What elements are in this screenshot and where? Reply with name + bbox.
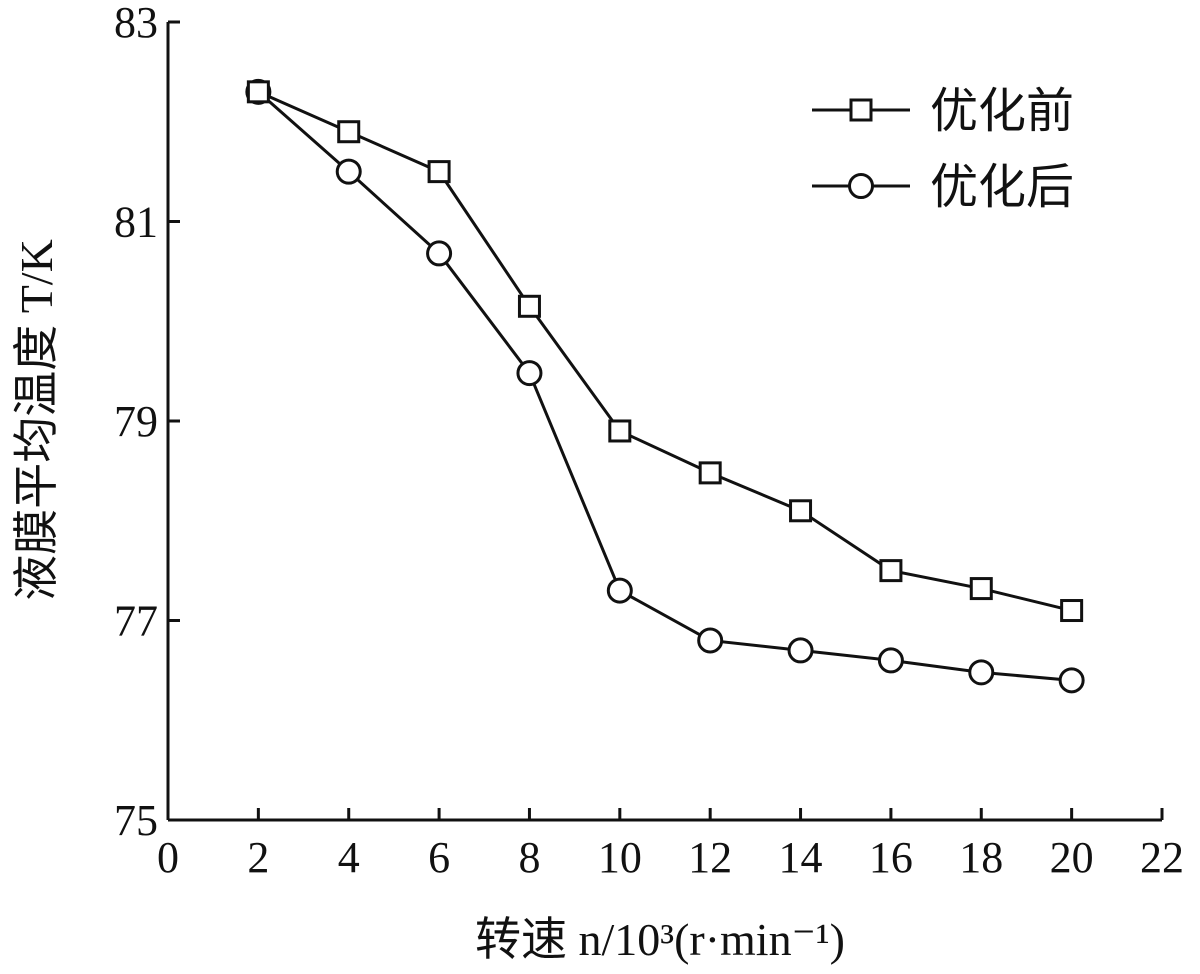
legend-item-circle: 优化后 (812, 161, 1074, 214)
data-point-square (879, 559, 903, 583)
x-tick-label: 6 (428, 833, 450, 882)
data-point-square (969, 577, 993, 601)
series-line-square (257, 90, 1072, 612)
x-tick-label: 4 (338, 833, 360, 882)
data-point-square (337, 120, 361, 144)
y-axis-label: 液膜平均温度 T/K (11, 239, 62, 601)
legend-label: 优化前 (930, 85, 1074, 138)
data-point-square (427, 160, 451, 184)
data-point-square (246, 80, 270, 104)
data-point-circle (606, 577, 633, 604)
data-point-square (789, 499, 813, 523)
legend-item-square: 优化前 (812, 85, 1074, 138)
series-square (246, 80, 1084, 623)
x-tick-label: 12 (688, 833, 732, 882)
x-axis-ticks: 0 2 4 6 8 10 12 14 16 18 20 22 (157, 808, 1184, 882)
data-point-circle (877, 647, 904, 674)
x-tick-label: 0 (157, 833, 179, 882)
y-tick-label: 75 (114, 796, 158, 845)
x-tick-label: 18 (959, 833, 1003, 882)
y-tick-label: 83 (114, 0, 158, 47)
data-point-circle (697, 627, 724, 654)
x-tick-label: 14 (779, 833, 823, 882)
data-point-circle (516, 360, 543, 387)
data-point-circle (968, 659, 995, 686)
legend-label: 优化后 (930, 161, 1074, 214)
y-tick-label: 77 (114, 597, 158, 646)
series-layer (245, 78, 1085, 694)
x-tick-label: 10 (598, 833, 642, 882)
x-tick-label: 20 (1050, 833, 1094, 882)
data-point-circle (1058, 667, 1085, 694)
x-axis-label: 转速 n/10³(r·min⁻¹) (475, 914, 845, 965)
data-point-circle (426, 240, 453, 267)
x-tick-label: 8 (518, 833, 540, 882)
data-point-square (517, 294, 541, 318)
data-point-square (608, 419, 632, 443)
series-line-circle (257, 90, 1072, 682)
legend-marker-circle (848, 173, 874, 199)
x-tick-label: 2 (247, 833, 269, 882)
data-point-circle (335, 158, 362, 185)
data-point-square (698, 461, 722, 485)
y-axis-ticks: 75 77 79 81 83 (114, 0, 180, 845)
y-tick-label: 79 (114, 397, 158, 446)
legend-marker-square (849, 98, 873, 122)
x-tick-label: 22 (1140, 833, 1184, 882)
y-tick-label: 81 (114, 198, 158, 247)
data-point-square (1060, 599, 1084, 623)
x-tick-label: 16 (869, 833, 913, 882)
data-point-circle (787, 637, 814, 664)
